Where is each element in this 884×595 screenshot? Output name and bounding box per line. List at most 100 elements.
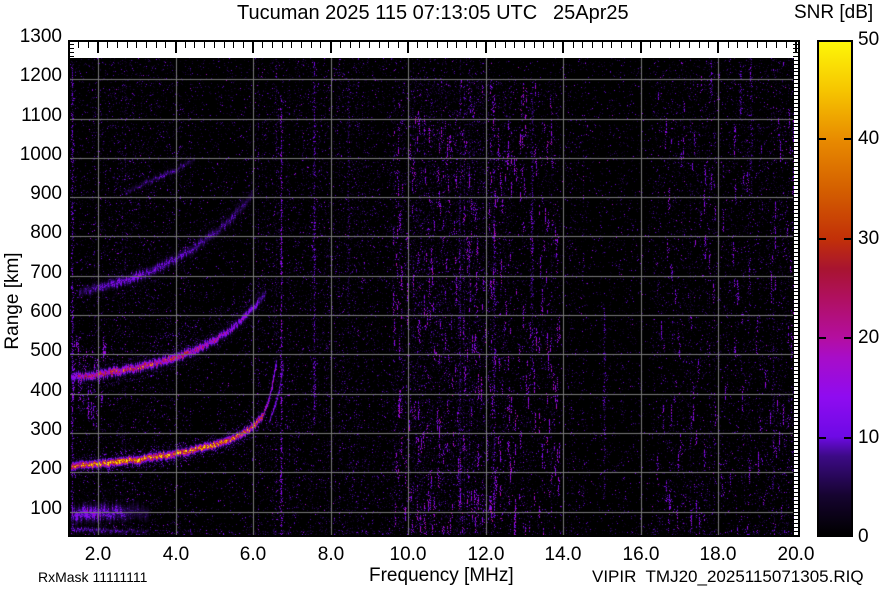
x-tick-label: 20.0 [777,544,815,565]
axis-tick [553,42,554,48]
axis-tick [793,56,798,57]
colorbar-tick [819,437,826,439]
axis-tick [793,394,798,395]
axis-tick [793,146,798,147]
axis-tick [793,130,798,131]
axis-tick [793,162,798,163]
axis-tick [793,370,798,371]
colorbar-tick [844,238,851,240]
axis-tick [793,178,798,179]
axis-tick [793,95,798,96]
axis-tick [793,299,798,300]
axis-tick [793,441,798,442]
axis-tick [534,42,535,48]
axis-tick [793,374,798,375]
axis-tick [146,42,147,48]
colorbar-tick [844,437,851,439]
axis-tick [417,42,418,48]
axis-tick [88,42,89,48]
axis-tick [793,472,798,473]
axis-tick [793,319,798,320]
axis-tick [214,42,215,48]
colorbar [817,40,853,537]
axis-tick [793,519,798,520]
axis-tick [582,42,583,48]
axis-tick [793,233,798,234]
x-tick-label: 18.0 [699,544,737,565]
axis-tick [793,366,798,367]
axis-tick [793,464,798,465]
axis-tick [543,42,544,48]
axis-tick [107,42,108,48]
axis-tick [320,42,321,48]
axis-tick [793,323,798,324]
axis-tick [793,311,798,312]
axis-tick [602,42,603,48]
colorbar-tick-label: 30 [858,228,880,249]
axis-tick [793,99,798,100]
y-tick-label: 900 [30,183,62,204]
axis-tick [640,42,642,53]
y-tick-label: 1300 [19,26,62,47]
axis-tick [793,193,798,194]
axis-tick [311,42,312,48]
axis-tick [793,492,798,493]
axis-tick [224,42,225,48]
axis-tick [793,500,798,501]
axis-tick [437,42,438,48]
axis-tick [793,515,798,516]
axis-tick [793,209,798,210]
y-tick-label: 100 [30,498,62,519]
y-tick-label: 300 [30,419,62,440]
axis-tick [793,484,798,485]
colorbar-tick [844,138,851,140]
x-tick-label: 8.0 [317,544,345,565]
axis-tick [793,189,798,190]
axis-tick [165,42,166,48]
rx-mask-label: RxMask 11111111 [38,569,148,585]
axis-tick [573,42,574,48]
plot-title: Tucuman 2025 115 07:13:05 UTC [237,2,538,24]
axis-tick [793,468,798,469]
axis-tick [793,115,798,116]
axis-tick [282,42,283,48]
axis-tick [793,170,798,171]
axis-tick [793,276,798,277]
axis-tick [793,103,798,104]
axis-tick [793,382,798,383]
axis-tick [447,42,448,48]
y-tick-label: 800 [30,222,62,243]
axis-tick [793,284,798,285]
axis-tick [793,386,798,387]
axis-tick [793,401,798,402]
axis-tick [793,138,798,139]
axis-tick [670,42,671,48]
axis-tick [793,60,798,61]
axis-tick [156,42,157,48]
axis-tick [793,260,798,261]
colorbar-title: SNR [dB] [794,2,874,23]
axis-tick [495,42,496,48]
colorbar-gradient [819,42,851,535]
axis-tick [793,425,798,426]
axis-tick [793,508,798,509]
axis-tick [793,185,798,186]
x-tick-label: 10.0 [389,544,427,565]
axis-tick [793,531,798,532]
axis-tick [793,343,798,344]
axis-tick [793,229,798,230]
axis-tick [793,174,798,175]
axis-tick [793,236,798,237]
axis-tick [660,42,661,48]
axis-tick [679,42,680,48]
axis-tick [793,71,798,72]
axis-tick [793,83,798,84]
axis-tick [793,488,798,489]
axis-tick [793,75,798,76]
axis-tick [793,291,798,292]
axis-tick [233,42,234,48]
axis-tick [793,87,798,88]
axis-tick [793,331,798,332]
y-tick-label: 200 [30,458,62,479]
axis-tick [631,42,632,48]
